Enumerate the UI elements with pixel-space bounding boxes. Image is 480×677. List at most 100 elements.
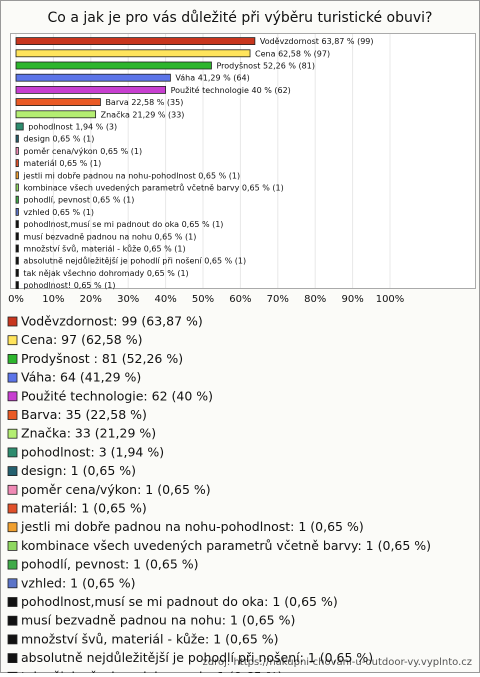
category-label: množství švů, materiál - kůže [23,243,141,253]
bar-label: materiál 0,65 % (1) [23,159,101,168]
bar-label: Voděvzdornost 63,87 % (99) [260,37,374,46]
category-label: pohodlí, pevnost [23,195,90,204]
legend-label: poměr cena/výkon: 1 (0,65 %) [21,482,211,497]
category-label: musí bezvadně padnou na nohu [23,232,152,241]
bar [15,73,171,82]
bar [15,159,19,168]
bar [15,171,19,180]
legend-swatch [7,597,18,607]
bar [15,122,24,131]
x-tick-label: 40% [154,294,176,305]
value-label: 0,65 % (1) [242,183,284,192]
value-label: 21,29 % (33) [132,110,184,119]
bar [15,86,167,94]
legend-label: design: 1 (0,65 %) [21,463,136,478]
value-label: 1,94 % (3) [75,122,117,131]
legend-label: kombinace všech uvedených parametrů včet… [21,538,431,553]
legend-label: absolutně nejdůležitější je pohodlí při … [21,650,373,665]
bar-label: Cena 62,58 % (97) [255,49,330,58]
legend-swatch [7,541,18,551]
legend-label: materiál: 1 (0,65 %) [21,501,147,516]
legend-label: Voděvzdornost: 99 (63,87 %) [21,314,203,329]
bar [15,183,19,192]
category-label: absolutně nejdůležitější je pohodlí při … [23,255,202,265]
legend-swatch [7,522,18,533]
category-label: jestli mi dobře padnou na nohu-pohodlnos… [22,171,195,180]
bar-label: pohodlnost! 0,65 % (1) [23,281,115,290]
x-tick-label: 20% [80,294,102,305]
value-label: 0,65 % (1) [204,256,246,265]
bar-label: tak nějak všechno dohromady 0,65 % (1) [23,267,188,277]
bar-label: Použité technologie 40 % (62) [171,84,291,94]
bar-label: kombinace všech uvedených parametrů včet… [23,182,283,192]
category-label: Prodyšnost [216,60,260,70]
value-label: 0,65 % (1) [74,281,116,290]
bar-label: Značka 21,29 % (33) [101,109,185,119]
bar [15,61,212,70]
legend-swatch [7,503,18,514]
bar [15,256,19,265]
bar [15,281,19,290]
bar-label: absolutně nejdůležitější je pohodlí při … [23,255,246,265]
x-tick-label: 100% [376,294,405,305]
category-label: Váha [175,73,195,82]
bar-label: pohodlnost,musí se mi padnout do oka 0,6… [23,220,223,229]
bar-label: design 0,65 % (1) [23,134,94,143]
bar-label: pohodlnost 1,94 % (3) [28,122,117,131]
legend-label: tak nějak všechno dohromady: 1 (0,65 %) [21,669,283,673]
category-label: Značka [101,109,130,119]
value-label: 52,26 % (81) [263,61,315,70]
bar-label: jestli mi dobře padnou na nohu-pohodlnos… [22,171,240,180]
category-label: Cena [255,49,276,58]
bar-label: Prodyšnost 52,26 % (81) [216,60,315,70]
value-label: 22,58 % (35) [131,98,183,107]
legend-swatch [7,559,18,570]
value-label: 62,58 % (97) [278,49,330,58]
chart-title: Co a jak je pro vás důležité při výběru … [48,10,433,26]
legend-label: Cena: 97 (62,58 %) [21,332,142,347]
bar-label: množství švů, materiál - kůže 0,65 % (1) [23,243,185,253]
legend-swatch [7,634,18,645]
category-label: materiál [23,159,56,168]
category-label: vzhled [23,207,49,216]
bar [15,268,19,277]
legend-swatch [7,484,18,495]
value-label: 0,65 % (1) [53,134,95,143]
legend-swatch [7,391,18,402]
category-label: tak nějak všechno dohromady [23,267,144,277]
legend-label: Váha: 64 (41,29 %) [21,370,141,385]
legend-label: pohodlnost,musí se mi padnout do oka: 1 … [21,594,338,609]
legend-swatch [7,372,18,383]
category-label: kombinace všech uvedených parametrů včet… [23,182,239,192]
legend-swatch [7,316,18,327]
legend-label: vzhled: 1 (0,65 %) [21,575,136,590]
bar-label: Barva 22,58 % (35) [105,98,183,107]
legend-swatch [7,615,18,626]
value-label: 0,65 % (1) [100,146,142,155]
bar-label: pohodlí, pevnost 0,65 % (1) [23,195,134,204]
bar-label: poměr cena/výkon 0,65 % (1) [23,146,142,155]
legend-label: Barva: 35 (22,58 %) [21,407,147,422]
bar [15,146,19,155]
legend-swatch [7,653,18,663]
bar [15,220,19,229]
value-label: 40 % (62) [252,85,291,94]
bar [15,244,19,253]
bar [15,49,251,58]
x-tick-label: 90% [341,294,363,305]
x-tick-label: 0% [8,294,24,305]
value-label: 0,65 % (1) [198,171,240,180]
legend-swatch [7,428,18,439]
value-label: 0,65 % (1) [93,195,135,204]
legend-label: Použité technologie: 62 (40 %) [21,388,213,403]
legend-label: pohodlí, pevnost: 1 (0,65 %) [21,557,199,572]
legend-swatch [7,447,18,458]
bar [15,207,19,216]
bar [15,98,101,106]
legend-swatch [7,353,18,364]
value-label: 0,65 % (1) [147,268,189,277]
legend-swatch [7,466,18,477]
category-label: Voděvzdornost [260,37,319,46]
legend-label: množství švů, materiál - kůže: 1 (0,65 %… [21,631,279,646]
